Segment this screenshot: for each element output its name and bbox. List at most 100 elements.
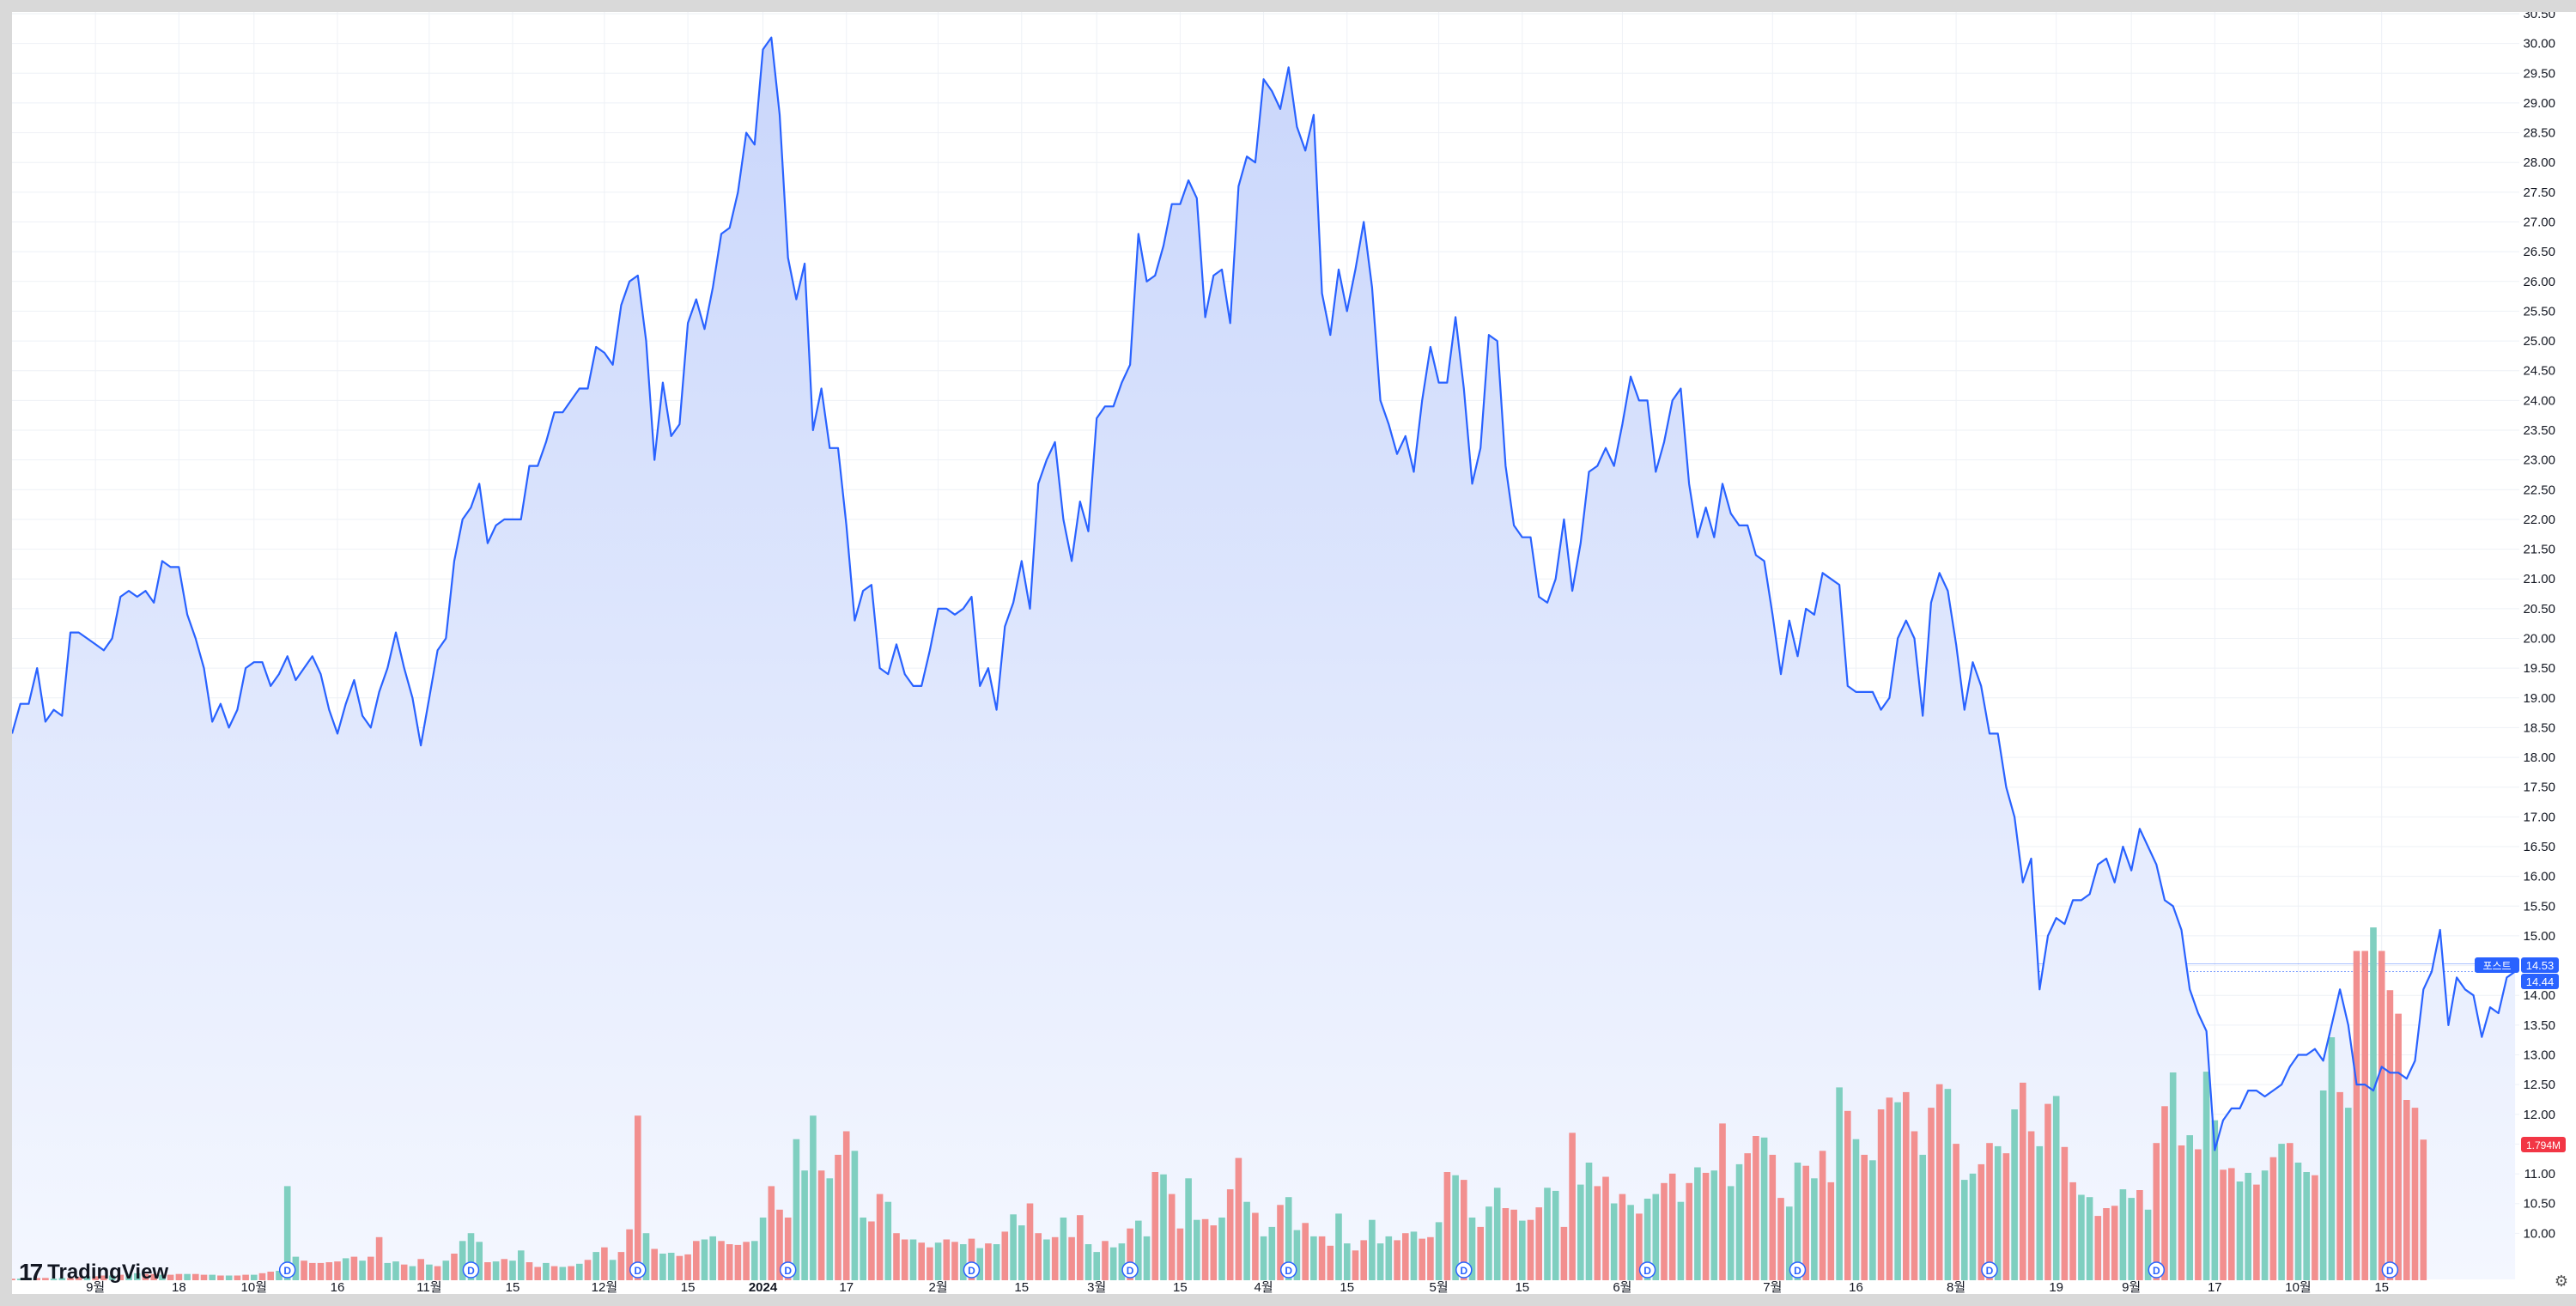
price-chart[interactable]: D D D D D D D D D D D D D 10.0010.5011.0011.5012.001… bbox=[12, 12, 2576, 1294]
y-tick-label: 11.00 bbox=[2524, 1167, 2555, 1181]
y-tick-label: 27.50 bbox=[2523, 185, 2555, 200]
volume-bar bbox=[784, 1218, 792, 1280]
volume-bar bbox=[617, 1252, 625, 1280]
dividend-marker[interactable]: D bbox=[1789, 1261, 1807, 1279]
volume-bar bbox=[1235, 1157, 1242, 1280]
dividend-marker-label: D bbox=[467, 1265, 475, 1277]
dividend-marker[interactable]: D bbox=[1455, 1261, 1473, 1279]
volume-bar bbox=[2294, 1163, 2302, 1280]
y-tick-label: 24.50 bbox=[2523, 364, 2555, 379]
y-tick-label: 20.50 bbox=[2523, 602, 2555, 617]
x-tick-label: 9월 bbox=[86, 1280, 105, 1294]
volume-bar bbox=[1394, 1240, 1400, 1280]
y-tick-label: 26.00 bbox=[2523, 275, 2555, 289]
dividend-marker[interactable]: D bbox=[963, 1261, 981, 1279]
volume-bar bbox=[2245, 1172, 2251, 1280]
volume-bar bbox=[2111, 1206, 2118, 1280]
volume-bar bbox=[1602, 1176, 1609, 1280]
volume-bar bbox=[1811, 1178, 1818, 1280]
dividend-marker[interactable]: D bbox=[2148, 1261, 2166, 1279]
dividend-marker-circle bbox=[2381, 1261, 2399, 1279]
volume-bar bbox=[1710, 1170, 1718, 1280]
volume-bar bbox=[1777, 1198, 1784, 1280]
post-price-value: 14.53 bbox=[2526, 959, 2555, 972]
volume-bar bbox=[25, 1278, 33, 1280]
volume-bar bbox=[1468, 1218, 1476, 1280]
dividend-marker[interactable]: D bbox=[1638, 1261, 1656, 1279]
volume-bar bbox=[893, 1233, 900, 1280]
y-tick-label: 28.00 bbox=[2523, 155, 2555, 170]
volume-bar bbox=[2336, 1091, 2343, 1280]
volume-bar bbox=[635, 1115, 641, 1280]
volume-bar bbox=[1268, 1226, 1276, 1280]
volume-bar bbox=[150, 1273, 157, 1280]
price-axis[interactable]: 10.0010.5011.0011.5012.0012.5013.0013.50… bbox=[2519, 12, 2576, 1294]
dividend-marker[interactable]: D bbox=[2381, 1261, 2399, 1279]
y-tick-label: 10.00 bbox=[2523, 1226, 2555, 1241]
volume-bar bbox=[1201, 1218, 1209, 1280]
volume-bar bbox=[2269, 1157, 2277, 1280]
volume-bar bbox=[1477, 1226, 1484, 1280]
dividend-marker[interactable]: D bbox=[1121, 1261, 1139, 1279]
volume-bar bbox=[1493, 1188, 1501, 1280]
volume-bar bbox=[667, 1253, 675, 1280]
volume-bar bbox=[1852, 1139, 1860, 1280]
volume-bar bbox=[1060, 1218, 1067, 1280]
volume-bar bbox=[2202, 1072, 2210, 1280]
dividend-marker[interactable]: D bbox=[462, 1261, 480, 1279]
dividend-marker[interactable]: D bbox=[1981, 1261, 1998, 1279]
x-tick-label: 4월 bbox=[1254, 1280, 1273, 1294]
volume-bar bbox=[960, 1244, 967, 1280]
volume-bar bbox=[1151, 1172, 1159, 1280]
volume-bar bbox=[709, 1236, 716, 1280]
volume-bar bbox=[2386, 990, 2394, 1280]
y-tick-label: 20.00 bbox=[2523, 632, 2555, 647]
volume-bar bbox=[901, 1239, 908, 1280]
dividend-marker[interactable]: D bbox=[278, 1261, 296, 1279]
volume-bar bbox=[1127, 1228, 1133, 1280]
volume-bar bbox=[317, 1262, 325, 1280]
post-price-label: 포스트 14.53 bbox=[2475, 957, 2559, 973]
volume-bar bbox=[1135, 1220, 1142, 1280]
volume-bar bbox=[1402, 1233, 1409, 1280]
volume-bar bbox=[2220, 1169, 2227, 1280]
volume-bar bbox=[534, 1267, 541, 1280]
y-tick-label: 21.50 bbox=[2523, 543, 2555, 557]
volume-bar bbox=[1369, 1219, 1376, 1280]
volume-bar bbox=[1461, 1180, 1467, 1280]
volume-bar bbox=[251, 1274, 258, 1280]
volume-bar bbox=[776, 1209, 783, 1280]
dividend-marker-circle bbox=[1638, 1261, 1656, 1279]
x-tick-label: 19 bbox=[2049, 1280, 2063, 1294]
volume-bar bbox=[117, 1274, 125, 1280]
volume-bar bbox=[2370, 927, 2377, 1280]
volume-bar bbox=[1102, 1241, 1109, 1280]
dividend-marker-circle bbox=[1789, 1261, 1807, 1279]
dividend-marker[interactable]: D bbox=[1279, 1261, 1297, 1279]
volume-bar bbox=[442, 1260, 450, 1280]
settings-gear-icon[interactable]: ⚙ bbox=[2554, 1272, 2569, 1290]
volume-bar bbox=[927, 1247, 933, 1280]
volume-bar bbox=[276, 1271, 283, 1280]
dividend-marker-label: D bbox=[283, 1265, 291, 1277]
volume-bar bbox=[751, 1241, 758, 1280]
volume-bar bbox=[1994, 1145, 2002, 1280]
time-axis[interactable]: 9월 18 10월 16 11월 15 12월 15 2024 17 2월 15 3월 15 4월 15 5월 1… bbox=[86, 1280, 2389, 1294]
volume-bar bbox=[1802, 1165, 1809, 1280]
x-tick-label: 2월 bbox=[929, 1280, 948, 1294]
volume-bar bbox=[860, 1218, 866, 1280]
volume-bar bbox=[2236, 1181, 2244, 1280]
price-label-layer: 포스트 14.53 14.44 1.794M bbox=[2475, 957, 2566, 1152]
dividend-marker[interactable]: D bbox=[629, 1261, 647, 1279]
volume-bar bbox=[1919, 1154, 1926, 1280]
volume-bar bbox=[1544, 1188, 1551, 1280]
volume-bar bbox=[459, 1241, 466, 1280]
volume-bar bbox=[2312, 1175, 2318, 1280]
volume-bar bbox=[1410, 1231, 1418, 1280]
volume-bar bbox=[835, 1154, 841, 1280]
dividend-marker[interactable]: D bbox=[779, 1261, 797, 1279]
volume-bar bbox=[1194, 1219, 1200, 1280]
x-tick-label: 11월 bbox=[416, 1280, 441, 1294]
tradingview-watermark[interactable]: 17 TradingView bbox=[19, 1259, 168, 1286]
volume-bar bbox=[576, 1263, 583, 1280]
